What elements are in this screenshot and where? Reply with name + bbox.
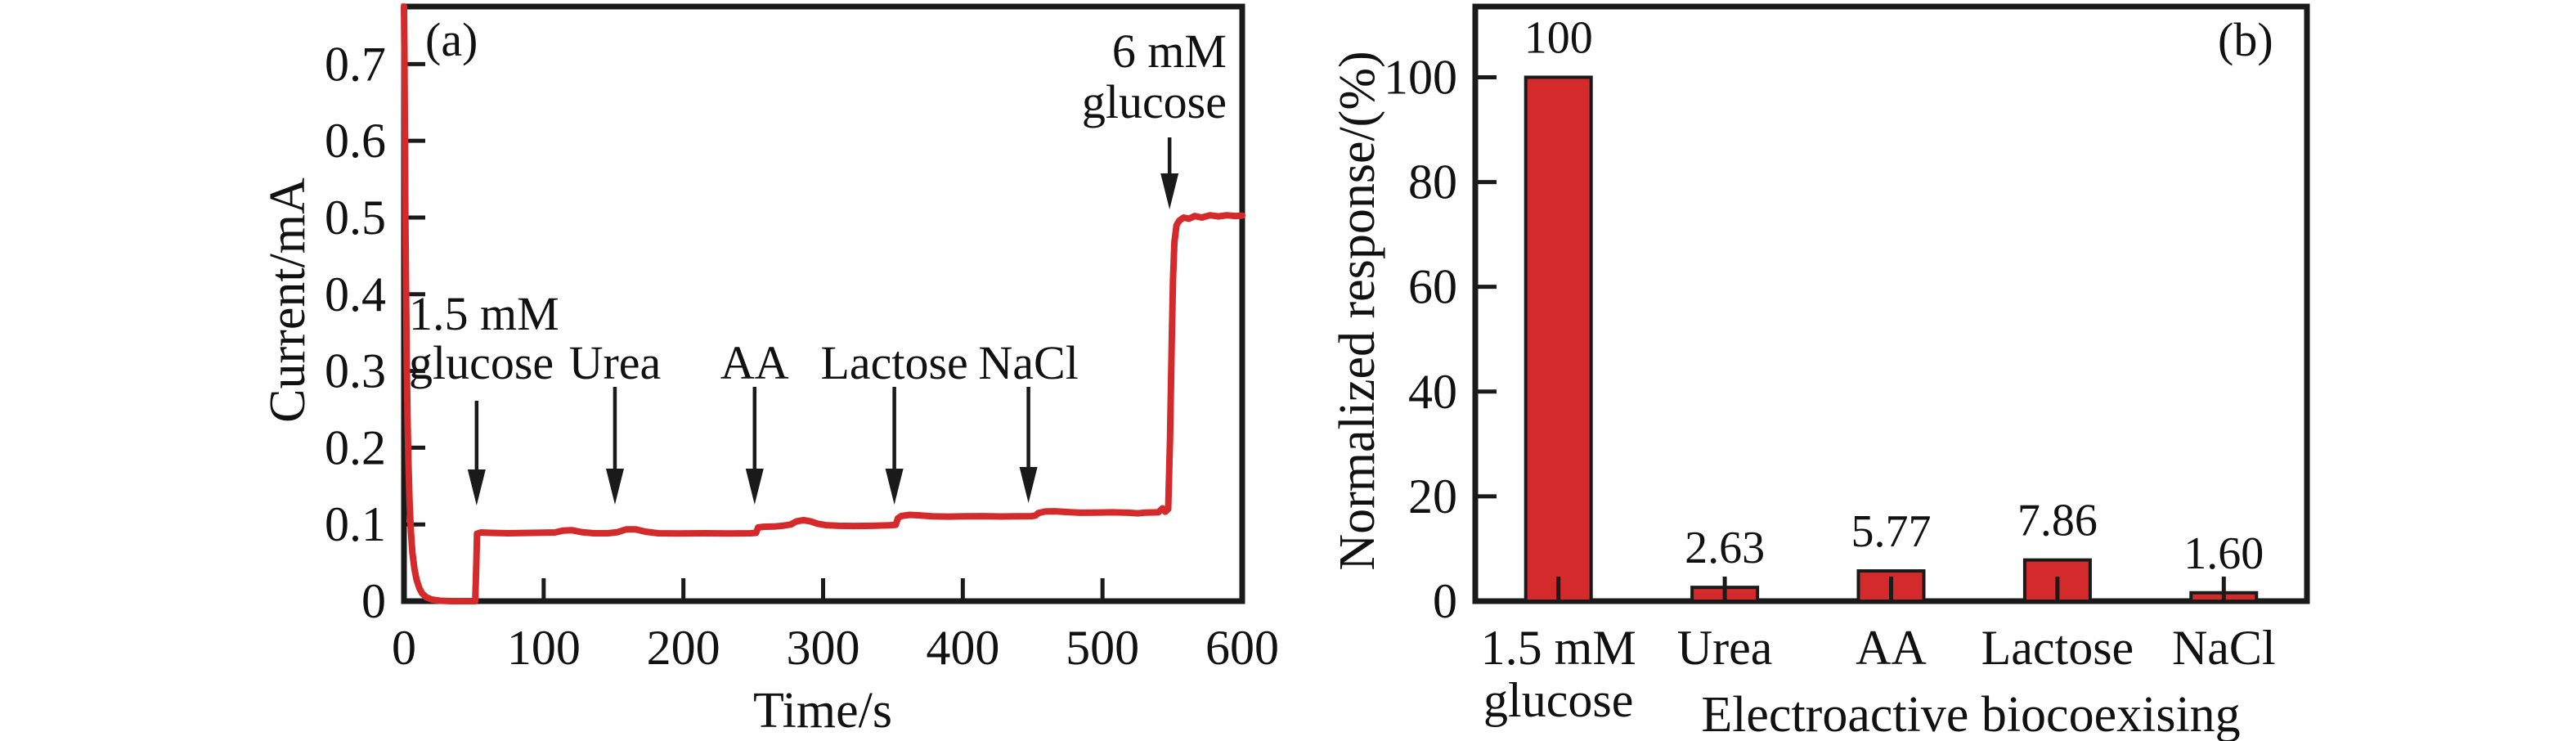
panel-b-category-label-1-5-mm-glucose: 1.5 mM (1481, 621, 1636, 675)
panel-a-y-tick-label-0-7: 0.7 (325, 37, 386, 91)
panel-a-x-tick-label-0: 0 (392, 621, 416, 675)
panel-b-category-label-aa: AA (1856, 621, 1927, 675)
annotation-arrowhead-1-5-mm-glucose (467, 469, 486, 505)
panel-a-y-tick-label-0-6: 0.6 (325, 114, 386, 168)
panel-b-y-tick-label-80: 80 (1408, 155, 1457, 209)
panel-b-y-tick-label-20: 20 (1408, 469, 1457, 523)
panel-b-category-label-lactose: Lactose (1981, 621, 2134, 675)
panel-a-x-tick-label-600: 600 (1205, 621, 1279, 675)
panel-a-y-axis-title: Current/mA (260, 177, 316, 423)
panel-b-y-tick-label-100: 100 (1384, 50, 1457, 104)
panel-b-x-axis-title: Electroactive biocoexising (1701, 687, 2241, 741)
panel-b-bar-value-urea: 2.63 (1685, 523, 1765, 573)
panel-a-y-tick-label-0-3: 0.3 (325, 344, 386, 398)
panel-a-x-tick-label-500: 500 (1066, 621, 1139, 675)
panel-b-bar-value-nacl: 1.60 (2183, 528, 2264, 579)
panel-b-category-label-urea: Urea (1677, 621, 1773, 675)
panel-b-y-tick-label-0: 0 (1433, 574, 1457, 628)
annotation-label-lactose: Lactose (820, 336, 967, 389)
panel-b-y-axis-title: Normalized response/(%) (1330, 51, 1385, 571)
annotation-label-1-5-mm-glucose-line1: 1.5 mM (409, 287, 559, 340)
panel-b-bar-1-5-mm-glucose (1524, 75, 1593, 603)
panel-a-response-curve (401, 3, 1245, 604)
panel-b-category-label-1-5-mm-glucose-line2: glucose (1483, 673, 1633, 727)
panel-a-y-tick-label-0-5: 0.5 (325, 191, 386, 245)
annotation-arrowhead-urea (605, 469, 624, 505)
panel-a-y-tick-label-0-4: 0.4 (325, 267, 386, 321)
panel-a-x-axis-title: Time/s (752, 683, 893, 739)
panel-b-y-tick-label-40: 40 (1408, 365, 1457, 419)
annotation-label-6-mm-glucose-line2: glucose (1082, 75, 1227, 128)
panel-a-y-tick-label-0-1: 0.1 (325, 497, 386, 551)
panel-a-x-tick-label-400: 400 (926, 621, 999, 675)
panel-b-category-label-nacl: NaCl (2172, 621, 2276, 675)
annotation-arrowhead-aa (745, 469, 764, 505)
panel-b-bar-value-lactose: 7.86 (2017, 496, 2098, 546)
panel-a-y-tick-label-0-2: 0.2 (325, 420, 386, 474)
annotation-arrowhead-6-mm-glucose (1160, 173, 1179, 209)
annotation-label-1-5-mm-glucose-line2: glucose (409, 336, 554, 389)
annotation-arrowhead-nacl (1019, 467, 1038, 503)
panel-b-label: (b) (2218, 13, 2273, 66)
panel-a-y-tick-label-0: 0 (361, 574, 386, 628)
panel-a-x-tick-label-300: 300 (787, 621, 860, 675)
panel-a-x-tick-label-100: 100 (507, 621, 581, 675)
panel-b-bar-value-aa: 5.77 (1851, 506, 1932, 557)
annotation-arrowhead-lactose (885, 469, 904, 505)
annotation-label-nacl: NaCl (978, 336, 1078, 389)
panel-b-bar-value-1-5-mm-glucose: 100 (1524, 12, 1593, 63)
annotation-label-aa: AA (720, 336, 789, 389)
panel-a-x-tick-label-200: 200 (647, 621, 720, 675)
panel-b-y-tick-label-60: 60 (1408, 260, 1457, 314)
annotation-label-urea: Urea (569, 336, 662, 389)
panel-a-label: (a) (425, 13, 478, 66)
annotation-label-6-mm-glucose-line1: 6 mM (1112, 25, 1227, 78)
